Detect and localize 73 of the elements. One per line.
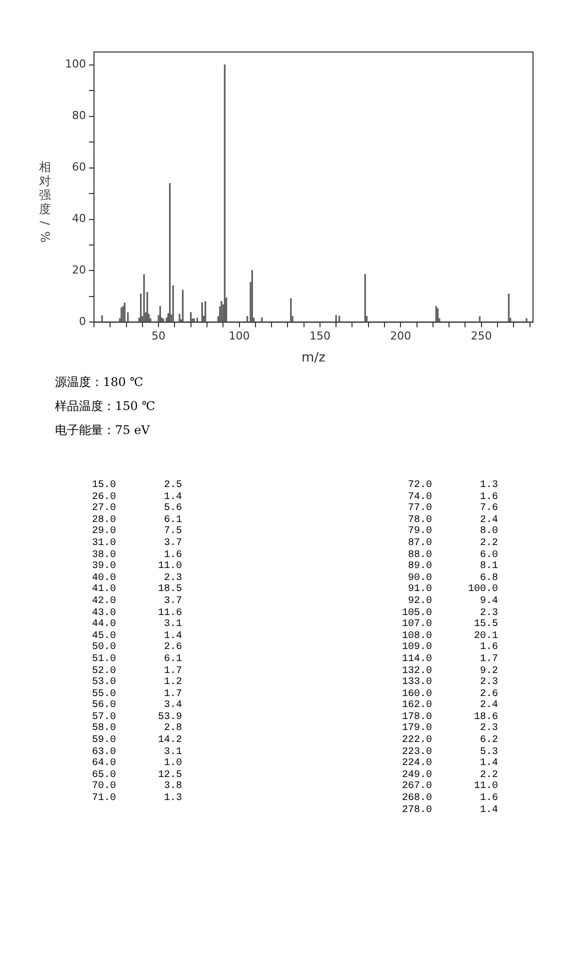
y-tick-label: 40 xyxy=(72,212,86,226)
text: 160.0 2.6 xyxy=(402,688,498,700)
text: 53.0 1.2 xyxy=(92,677,182,689)
text: 43.0 11.6 xyxy=(92,608,182,619)
text: 31.0 3.7 xyxy=(92,538,182,550)
text: 74.0 1.6 xyxy=(406,492,498,503)
text: 65.0 12.5 xyxy=(92,770,182,781)
text: 223.0 5.3 xyxy=(402,746,498,758)
text: 70.0 3.8 xyxy=(92,781,182,793)
text: 268.0 1.6 xyxy=(402,793,498,805)
text: 78.0 2.4 xyxy=(406,514,498,526)
text: 52.0 1.7 xyxy=(92,666,182,677)
text: 源温度：180 ℃ xyxy=(55,374,144,391)
text: 109.0 1.6 xyxy=(402,642,498,654)
text: 90.0 6.8 xyxy=(406,572,498,584)
text: 38.0 1.6 xyxy=(92,550,182,561)
text: 29.0 7.5 xyxy=(92,526,182,538)
text: 58.0 2.8 xyxy=(92,723,182,735)
text: 222.0 6.2 xyxy=(402,735,498,747)
text: 77.0 7.6 xyxy=(406,503,498,515)
text: 55.0 1.7 xyxy=(92,688,182,700)
text: 26.0 1.4 xyxy=(92,492,182,503)
text: 63.0 3.1 xyxy=(92,746,182,758)
x-tick-label: 150 xyxy=(309,330,330,343)
text: 114.0 1.7 xyxy=(402,654,498,666)
text: 57.0 53.9 xyxy=(92,712,182,723)
y-tick-label: 20 xyxy=(72,264,86,277)
text: 92.0 9.4 xyxy=(406,596,498,608)
text: 178.0 18.6 xyxy=(402,712,498,723)
text: 28.0 6.1 xyxy=(92,514,182,526)
text: 41.0 18.5 xyxy=(92,584,182,596)
text: 88.0 6.0 xyxy=(406,550,498,561)
text: 133.0 2.3 xyxy=(402,677,498,689)
text: 179.0 2.3 xyxy=(402,723,498,735)
text: 108.0 20.1 xyxy=(402,630,498,642)
text: 15.0 2.5 xyxy=(92,480,182,492)
text: 64.0 1.0 xyxy=(92,758,182,770)
x-tick-label: 200 xyxy=(390,330,412,343)
text: 71.0 1.3 xyxy=(92,793,182,805)
text: 87.0 2.2 xyxy=(406,538,498,550)
text: 50.0 2.6 xyxy=(92,642,182,654)
text: 电子能量：75 eV xyxy=(55,422,151,439)
text: 56.0 3.4 xyxy=(92,700,182,712)
text: 249.0 2.2 xyxy=(402,770,498,781)
text: 224.0 1.4 xyxy=(402,758,498,770)
text: 72.0 1.3 xyxy=(406,480,498,492)
x-tick-label: 100 xyxy=(228,330,250,343)
text: 132.0 9.2 xyxy=(402,666,498,677)
text: 267.0 11.0 xyxy=(402,781,498,793)
text: 51.0 6.1 xyxy=(92,654,182,666)
y-axis-title: 相对强度/% xyxy=(38,160,52,244)
text: 44.0 3.1 xyxy=(92,619,182,631)
text: 42.0 3.7 xyxy=(92,596,182,608)
text: 59.0 14.2 xyxy=(92,735,182,747)
text: 162.0 2.4 xyxy=(402,700,498,712)
text: 105.0 2.3 xyxy=(402,608,498,619)
text: 45.0 1.4 xyxy=(92,630,182,642)
text: 27.0 5.6 xyxy=(92,503,182,515)
y-tick-label: 100 xyxy=(64,58,86,71)
text: 278.0 1.4 xyxy=(402,804,498,816)
text: 39.0 11.0 xyxy=(92,561,182,573)
x-tick-label: 250 xyxy=(470,330,492,343)
text: 91.0 100.0 xyxy=(406,584,498,596)
text: 107.0 15.5 xyxy=(402,619,498,631)
x-tick-label: 50 xyxy=(152,330,166,343)
text: 40.0 2.3 xyxy=(92,572,182,584)
text: 89.0 8.1 xyxy=(406,561,498,573)
y-tick-label: 0 xyxy=(78,315,86,328)
y-tick-label: 60 xyxy=(72,160,86,174)
text: 样品温度：150 ℃ xyxy=(55,398,156,415)
x-axis-title: m/z xyxy=(302,350,326,366)
text: 79.0 8.0 xyxy=(406,526,498,538)
y-tick-label: 80 xyxy=(72,109,86,122)
